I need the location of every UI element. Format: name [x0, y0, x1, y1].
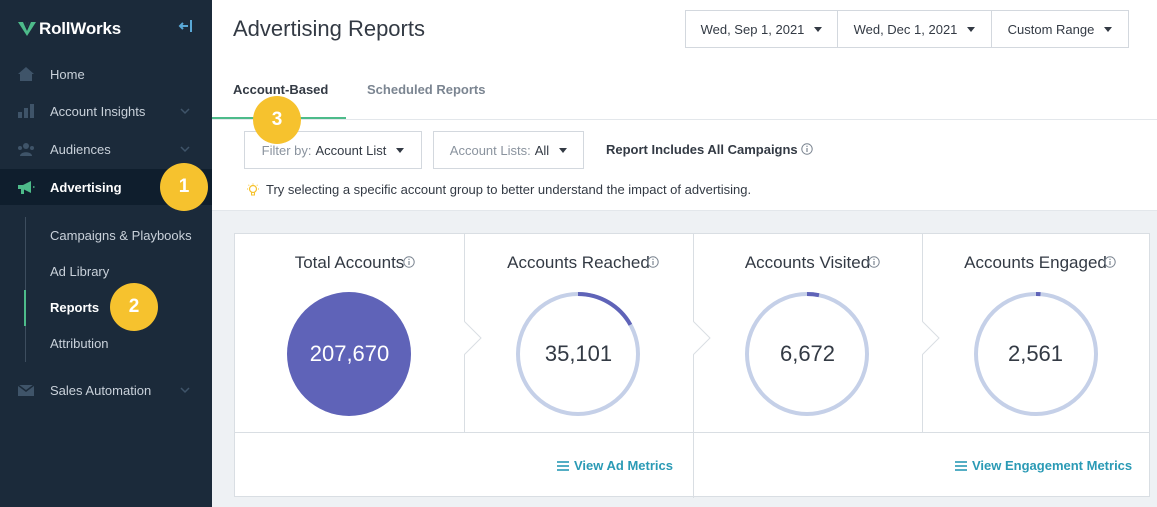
chevron-separator	[693, 321, 711, 355]
insights-icon	[18, 104, 34, 118]
metric-accounts-reached: Accounts Reached 35,101	[464, 234, 693, 432]
sidebar-item-audiences[interactable]: Audiences	[0, 131, 212, 167]
metric-value: 207,670	[309, 341, 390, 366]
sidebar-item-label: Advertising	[50, 179, 122, 195]
info-icon[interactable]	[403, 256, 415, 268]
caret-down-icon	[1104, 26, 1113, 32]
subnav-line	[25, 217, 26, 362]
lightbulb-icon	[247, 183, 259, 195]
tab-divider	[212, 119, 1157, 120]
metric-title: Total Accounts	[294, 253, 405, 272]
account-lists-dropdown[interactable]: Account Lists: All	[433, 131, 584, 169]
metric-total-accounts: Total Accounts 207,670	[235, 234, 464, 432]
home-icon	[18, 67, 34, 81]
metric-ring	[516, 292, 640, 416]
view-engagement-metrics-label: View Engagement Metrics	[972, 458, 1133, 473]
metric-value: 35,101	[544, 341, 613, 366]
tip-message: Try selecting a specific account group t…	[246, 182, 751, 197]
metric-divider	[693, 234, 694, 321]
metric-divider	[922, 355, 923, 432]
rollworks-logo[interactable]: RollWorks	[18, 17, 121, 41]
caret-down-icon	[967, 26, 976, 32]
view-ad-metrics-label: View Ad Metrics	[574, 458, 673, 473]
step-badge-2: 2	[110, 283, 158, 331]
tip-text: Try selecting a specific account group t…	[266, 182, 752, 197]
metric-value: 6,672	[779, 341, 836, 366]
view-ad-metrics-link[interactable]: View Ad Metrics	[557, 458, 673, 473]
subnav-item-ad-library[interactable]: Ad Library	[50, 264, 110, 279]
caret-down-icon	[396, 147, 405, 153]
start-date-dropdown[interactable]: Wed, Sep 1, 2021	[686, 11, 838, 47]
metric-divider	[693, 355, 694, 498]
page-title: Advertising Reports	[233, 16, 425, 41]
info-icon[interactable]	[1104, 256, 1116, 268]
info-icon[interactable]	[868, 256, 880, 268]
chevron-down-icon	[180, 108, 190, 115]
end-date-value: Wed, Dec 1, 2021	[853, 21, 958, 37]
info-icon[interactable]	[647, 256, 659, 268]
ring-progress-arc	[974, 292, 1098, 416]
subnav-active-indicator	[24, 290, 26, 326]
date-range-picker: Wed, Sep 1, 2021 Wed, Dec 1, 2021 Custom…	[685, 10, 1129, 48]
sidebar: RollWorks Home Account Insights Audience…	[0, 0, 212, 507]
filter-by-value: Account List	[315, 142, 387, 158]
metric-ring	[745, 292, 869, 416]
metric-title: Accounts Visited	[744, 253, 871, 272]
start-date-value: Wed, Sep 1, 2021	[700, 21, 805, 37]
metric-ring	[974, 292, 1098, 416]
info-icon[interactable]	[801, 143, 813, 155]
account-lists-label: Account Lists:	[449, 142, 531, 158]
metric-title: Accounts Reached	[507, 253, 650, 272]
metric-accounts-engaged: Accounts Engaged 2,561	[922, 234, 1149, 432]
caret-down-icon	[559, 147, 568, 153]
chevron-down-icon	[180, 146, 190, 153]
subnav-item-attribution[interactable]: Attribution	[50, 336, 109, 351]
list-icon	[955, 460, 967, 471]
subnav-item-campaigns[interactable]: Campaigns & Playbooks	[50, 228, 192, 243]
chevron-separator	[922, 321, 940, 355]
end-date-dropdown[interactable]: Wed, Dec 1, 2021	[838, 11, 992, 47]
metric-divider	[464, 355, 465, 432]
rollworks-logo-icon	[18, 22, 36, 36]
megaphone-icon	[18, 181, 35, 194]
view-engagement-metrics-link[interactable]: View Engagement Metrics	[955, 458, 1132, 473]
ring-progress-arc	[745, 292, 869, 416]
range-preset-value: Custom Range	[1007, 21, 1095, 37]
range-preset-dropdown[interactable]: Custom Range	[992, 11, 1128, 47]
sidebar-item-sales-automation[interactable]: Sales Automation	[0, 372, 212, 408]
ring-progress-arc	[516, 292, 640, 416]
filter-by-label: Filter by:	[261, 142, 312, 158]
tab-scheduled-reports[interactable]: Scheduled Reports	[367, 82, 486, 97]
metric-circle	[287, 292, 411, 416]
card-footer-divider	[235, 432, 1149, 433]
sidebar-item-label: Home	[50, 66, 85, 82]
metric-title: Accounts Engaged	[964, 253, 1107, 272]
account-lists-value: All	[534, 142, 550, 158]
sidebar-item-home[interactable]: Home	[0, 56, 212, 92]
collapse-sidebar-icon[interactable]	[178, 18, 194, 34]
report-scope-label: Report Includes All Campaigns	[606, 142, 798, 157]
metric-value: 2,561	[1007, 341, 1064, 366]
sidebar-item-label: Audiences	[50, 141, 111, 157]
sidebar-item-label: Sales Automation	[50, 382, 152, 398]
metric-accounts-visited: Accounts Visited 6,672	[693, 234, 922, 432]
tab-account-based[interactable]: Account-Based	[233, 82, 329, 97]
metric-divider	[922, 234, 923, 321]
chevron-separator	[464, 321, 482, 355]
chevron-down-icon	[180, 387, 190, 394]
sidebar-item-account-insights[interactable]: Account Insights	[0, 93, 212, 129]
subnav-item-reports[interactable]: Reports	[50, 300, 100, 315]
metrics-card: Total Accounts 207,670 Accounts Reached …	[234, 233, 1150, 498]
sidebar-item-label: Account Insights	[50, 103, 146, 119]
filter-by-dropdown[interactable]: Filter by: Account List	[244, 131, 422, 169]
step-badge-3: 3	[253, 96, 301, 144]
mail-icon	[17, 384, 35, 396]
audiences-icon	[18, 143, 34, 156]
brand-name: RollWorks	[39, 19, 121, 38]
metric-divider	[464, 234, 465, 321]
step-badge-1: 1	[160, 163, 208, 211]
list-icon	[557, 460, 569, 471]
caret-down-icon	[814, 26, 823, 32]
